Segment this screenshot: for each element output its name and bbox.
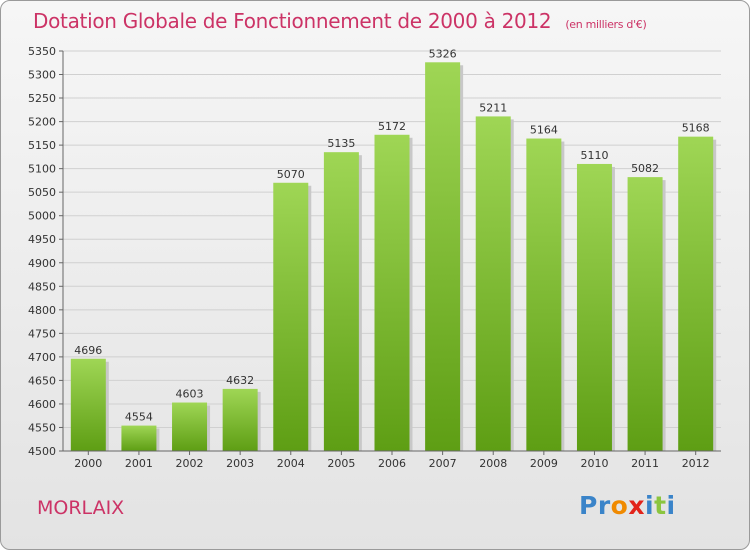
bar bbox=[627, 177, 663, 451]
logo-letter: t bbox=[654, 491, 667, 520]
x-tick-label: 2009 bbox=[530, 457, 558, 470]
bars: 4696 4554 4603 4632 5070 5135 5172 5326 5211 5164… bbox=[70, 47, 717, 452]
bar-value-label: 5326 bbox=[429, 47, 457, 60]
y-tick-label: 5000 bbox=[28, 210, 56, 223]
x-tick-label: 2011 bbox=[631, 457, 659, 470]
bar bbox=[374, 134, 410, 451]
x-tick-label: 2008 bbox=[479, 457, 507, 470]
y-tick-label: 4600 bbox=[28, 398, 56, 411]
y-axis-ticks: 4500 4550 4600 4650 4700 4750 4800 4850 4900 4950… bbox=[28, 45, 63, 458]
y-tick-label: 5150 bbox=[28, 139, 56, 152]
y-tick-label: 5100 bbox=[28, 163, 56, 176]
y-tick-label: 4950 bbox=[28, 233, 56, 246]
x-tick-label: 2001 bbox=[125, 457, 153, 470]
y-tick-label: 4650 bbox=[28, 374, 56, 387]
bar bbox=[172, 402, 208, 451]
y-tick-label: 4550 bbox=[28, 421, 56, 434]
x-tick-label: 2012 bbox=[682, 457, 710, 470]
y-tick-label: 4500 bbox=[28, 445, 56, 458]
bar bbox=[323, 152, 359, 452]
title-text: Dotation Globale de Fonctionnement de 20… bbox=[33, 9, 552, 33]
bar bbox=[526, 138, 562, 451]
y-tick-label: 5300 bbox=[28, 69, 56, 82]
bar-value-label: 5168 bbox=[682, 122, 710, 135]
x-axis-ticks: 2000 2001 2002 2003 2004 2005 2006 2007 2008 2009… bbox=[74, 451, 710, 470]
y-tick-label: 4700 bbox=[28, 351, 56, 364]
x-tick-label: 2010 bbox=[580, 457, 608, 470]
city-name: MORLAIX bbox=[37, 497, 125, 519]
bar-value-label: 4632 bbox=[226, 374, 254, 387]
bar bbox=[121, 425, 157, 451]
bar-value-label: 5135 bbox=[327, 137, 355, 150]
bar-value-label: 4603 bbox=[176, 388, 204, 401]
logo-letter: P bbox=[579, 491, 598, 520]
x-tick-label: 2007 bbox=[429, 457, 457, 470]
bar-value-label: 5211 bbox=[479, 101, 507, 114]
x-tick-label: 2004 bbox=[277, 457, 305, 470]
logo-letter: x bbox=[628, 491, 645, 520]
bar bbox=[678, 136, 714, 451]
logo-letter: r bbox=[597, 491, 611, 520]
bar bbox=[576, 163, 612, 452]
bar bbox=[475, 116, 511, 451]
bar-value-label: 5172 bbox=[378, 120, 406, 133]
y-tick-label: 4800 bbox=[28, 304, 56, 317]
y-tick-label: 5350 bbox=[28, 45, 56, 58]
bar bbox=[70, 358, 106, 451]
y-tick-label: 4850 bbox=[28, 280, 56, 293]
bar-value-label: 5164 bbox=[530, 124, 558, 137]
y-tick-label: 4750 bbox=[28, 327, 56, 340]
y-tick-label: 5050 bbox=[28, 186, 56, 199]
bar-value-label: 5070 bbox=[277, 168, 305, 181]
bar-value-label: 4554 bbox=[125, 411, 153, 424]
logo-letter: i bbox=[645, 491, 655, 520]
y-tick-label: 5250 bbox=[28, 92, 56, 105]
chart-subtitle: (en milliers d'€) bbox=[565, 18, 647, 31]
x-tick-label: 2006 bbox=[378, 457, 406, 470]
logo-letter: i bbox=[666, 491, 676, 520]
bar-value-label: 4696 bbox=[74, 344, 102, 357]
x-tick-label: 2003 bbox=[226, 457, 254, 470]
bar bbox=[222, 388, 258, 451]
bar-value-label: 5082 bbox=[631, 162, 659, 175]
x-tick-label: 2002 bbox=[176, 457, 204, 470]
bar-value-label: 5110 bbox=[580, 149, 608, 162]
logo-letter: o bbox=[610, 491, 629, 520]
x-tick-label: 2000 bbox=[74, 457, 102, 470]
y-tick-label: 4900 bbox=[28, 257, 56, 270]
chart-title: Dotation Globale de Fonctionnement de 20… bbox=[33, 9, 647, 33]
proxiti-logo: Proxiti bbox=[579, 491, 676, 520]
y-tick-label: 5200 bbox=[28, 116, 56, 129]
bar bbox=[273, 182, 309, 451]
bar bbox=[425, 62, 461, 451]
x-tick-label: 2005 bbox=[327, 457, 355, 470]
